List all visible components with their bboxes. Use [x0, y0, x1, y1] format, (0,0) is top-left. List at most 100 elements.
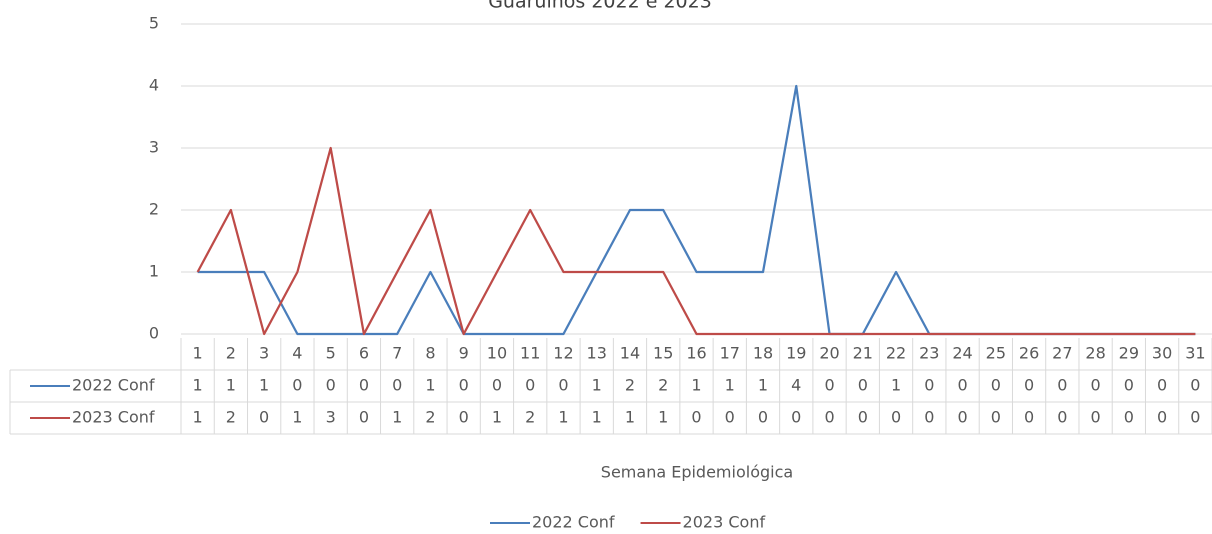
x-tick-label: 13: [587, 344, 607, 363]
x-tick-label: 22: [886, 344, 906, 363]
table-cell: 0: [1057, 376, 1067, 395]
table-cell: 1: [226, 376, 236, 395]
table-cell: 2: [226, 408, 236, 427]
x-tick-label: 8: [425, 344, 435, 363]
x-tick-label: 2: [226, 344, 236, 363]
table-cell: 0: [459, 376, 469, 395]
x-tick-label: 21: [853, 344, 873, 363]
x-tick-label: 15: [653, 344, 673, 363]
x-tick-label: 28: [1085, 344, 1105, 363]
table-cell: 1: [592, 408, 602, 427]
x-tick-label: 5: [326, 344, 336, 363]
table-cell: 0: [957, 408, 967, 427]
table-cell: 1: [425, 376, 435, 395]
table-cell: 0: [1157, 408, 1167, 427]
table-cell: 1: [625, 408, 635, 427]
x-tick-label: 12: [553, 344, 573, 363]
x-tick-label: 23: [919, 344, 939, 363]
table-cell: 0: [292, 376, 302, 395]
table-cell: 1: [725, 376, 735, 395]
table-cell: 1: [292, 408, 302, 427]
legend-label: 2022 Conf: [532, 513, 615, 532]
y-tick-label: 5: [149, 14, 159, 33]
table-cell: 1: [492, 408, 502, 427]
table-cell: 2: [525, 408, 535, 427]
table-cell: 0: [824, 376, 834, 395]
table-cell: 0: [957, 376, 967, 395]
table-cell: 1: [193, 408, 203, 427]
table-cell: 0: [824, 408, 834, 427]
table-cell: 4: [791, 376, 801, 395]
table-cell: 0: [326, 376, 336, 395]
table-cell: 1: [592, 376, 602, 395]
table-cell: 0: [1024, 408, 1034, 427]
table-cell: 0: [924, 376, 934, 395]
table-cell: 0: [359, 408, 369, 427]
table-cell: 0: [791, 408, 801, 427]
x-tick-label: 31: [1185, 344, 1205, 363]
x-tick-label: 29: [1119, 344, 1139, 363]
x-tick-label: 18: [753, 344, 773, 363]
x-tick-label: 27: [1052, 344, 1072, 363]
table-cell: 0: [1190, 408, 1200, 427]
x-tick-label: 30: [1152, 344, 1172, 363]
table-cell: 0: [991, 408, 1001, 427]
table-cell: 0: [858, 408, 868, 427]
table-cell: 0: [359, 376, 369, 395]
x-tick-label: 25: [986, 344, 1006, 363]
table-cell: 0: [1024, 376, 1034, 395]
table-cell: 0: [492, 376, 502, 395]
x-tick-label: 11: [520, 344, 540, 363]
table-cell: 1: [392, 408, 402, 427]
table-cell: 0: [1124, 376, 1134, 395]
y-tick-label: 4: [149, 76, 159, 95]
x-tick-label: 20: [819, 344, 839, 363]
table-cell: 1: [758, 376, 768, 395]
table-cell: 0: [1091, 376, 1101, 395]
x-tick-label: 16: [686, 344, 706, 363]
x-tick-label: 4: [292, 344, 302, 363]
x-tick-label: 19: [786, 344, 806, 363]
table-cell: 1: [259, 376, 269, 395]
table-cell: 0: [924, 408, 934, 427]
series-line: [196, 146, 1196, 336]
table-cell: 0: [858, 376, 868, 395]
table-series-label: 2022 Conf: [72, 376, 155, 395]
y-tick-label: 3: [149, 138, 159, 157]
x-axis-title: Semana Epidemiológica: [601, 463, 793, 482]
chart-title: Guarulhos 2022 e 2023: [488, 0, 712, 13]
table-series-label: 2023 Conf: [72, 408, 155, 427]
table-cell: 2: [425, 408, 435, 427]
table-cell: 1: [891, 376, 901, 395]
y-tick-label: 0: [149, 324, 159, 343]
x-tick-label: 26: [1019, 344, 1039, 363]
x-tick-label: 14: [620, 344, 640, 363]
table-cell: 0: [1157, 376, 1167, 395]
table-cell: 0: [525, 376, 535, 395]
table-cell: 0: [459, 408, 469, 427]
table-cell: 2: [658, 376, 668, 395]
table-cell: 0: [758, 408, 768, 427]
table-cell: 0: [1057, 408, 1067, 427]
y-tick-label: 2: [149, 200, 159, 219]
table-cell: 0: [691, 408, 701, 427]
x-tick-label: 24: [952, 344, 972, 363]
x-tick-label: 10: [487, 344, 507, 363]
table-cell: 0: [891, 408, 901, 427]
table-cell: 0: [991, 376, 1001, 395]
x-tick-label: 1: [193, 344, 203, 363]
table-cell: 1: [658, 408, 668, 427]
table-cell: 0: [259, 408, 269, 427]
table-cell: 0: [725, 408, 735, 427]
table-cell: 0: [1091, 408, 1101, 427]
table-cell: 0: [1190, 376, 1200, 395]
table-cell: 3: [326, 408, 336, 427]
x-tick-label: 3: [259, 344, 269, 363]
table-cell: 0: [558, 376, 568, 395]
table-cell: 1: [691, 376, 701, 395]
table-cell: 2: [625, 376, 635, 395]
table-cell: 0: [1124, 408, 1134, 427]
table-cell: 0: [392, 376, 402, 395]
table-cell: 1: [193, 376, 203, 395]
